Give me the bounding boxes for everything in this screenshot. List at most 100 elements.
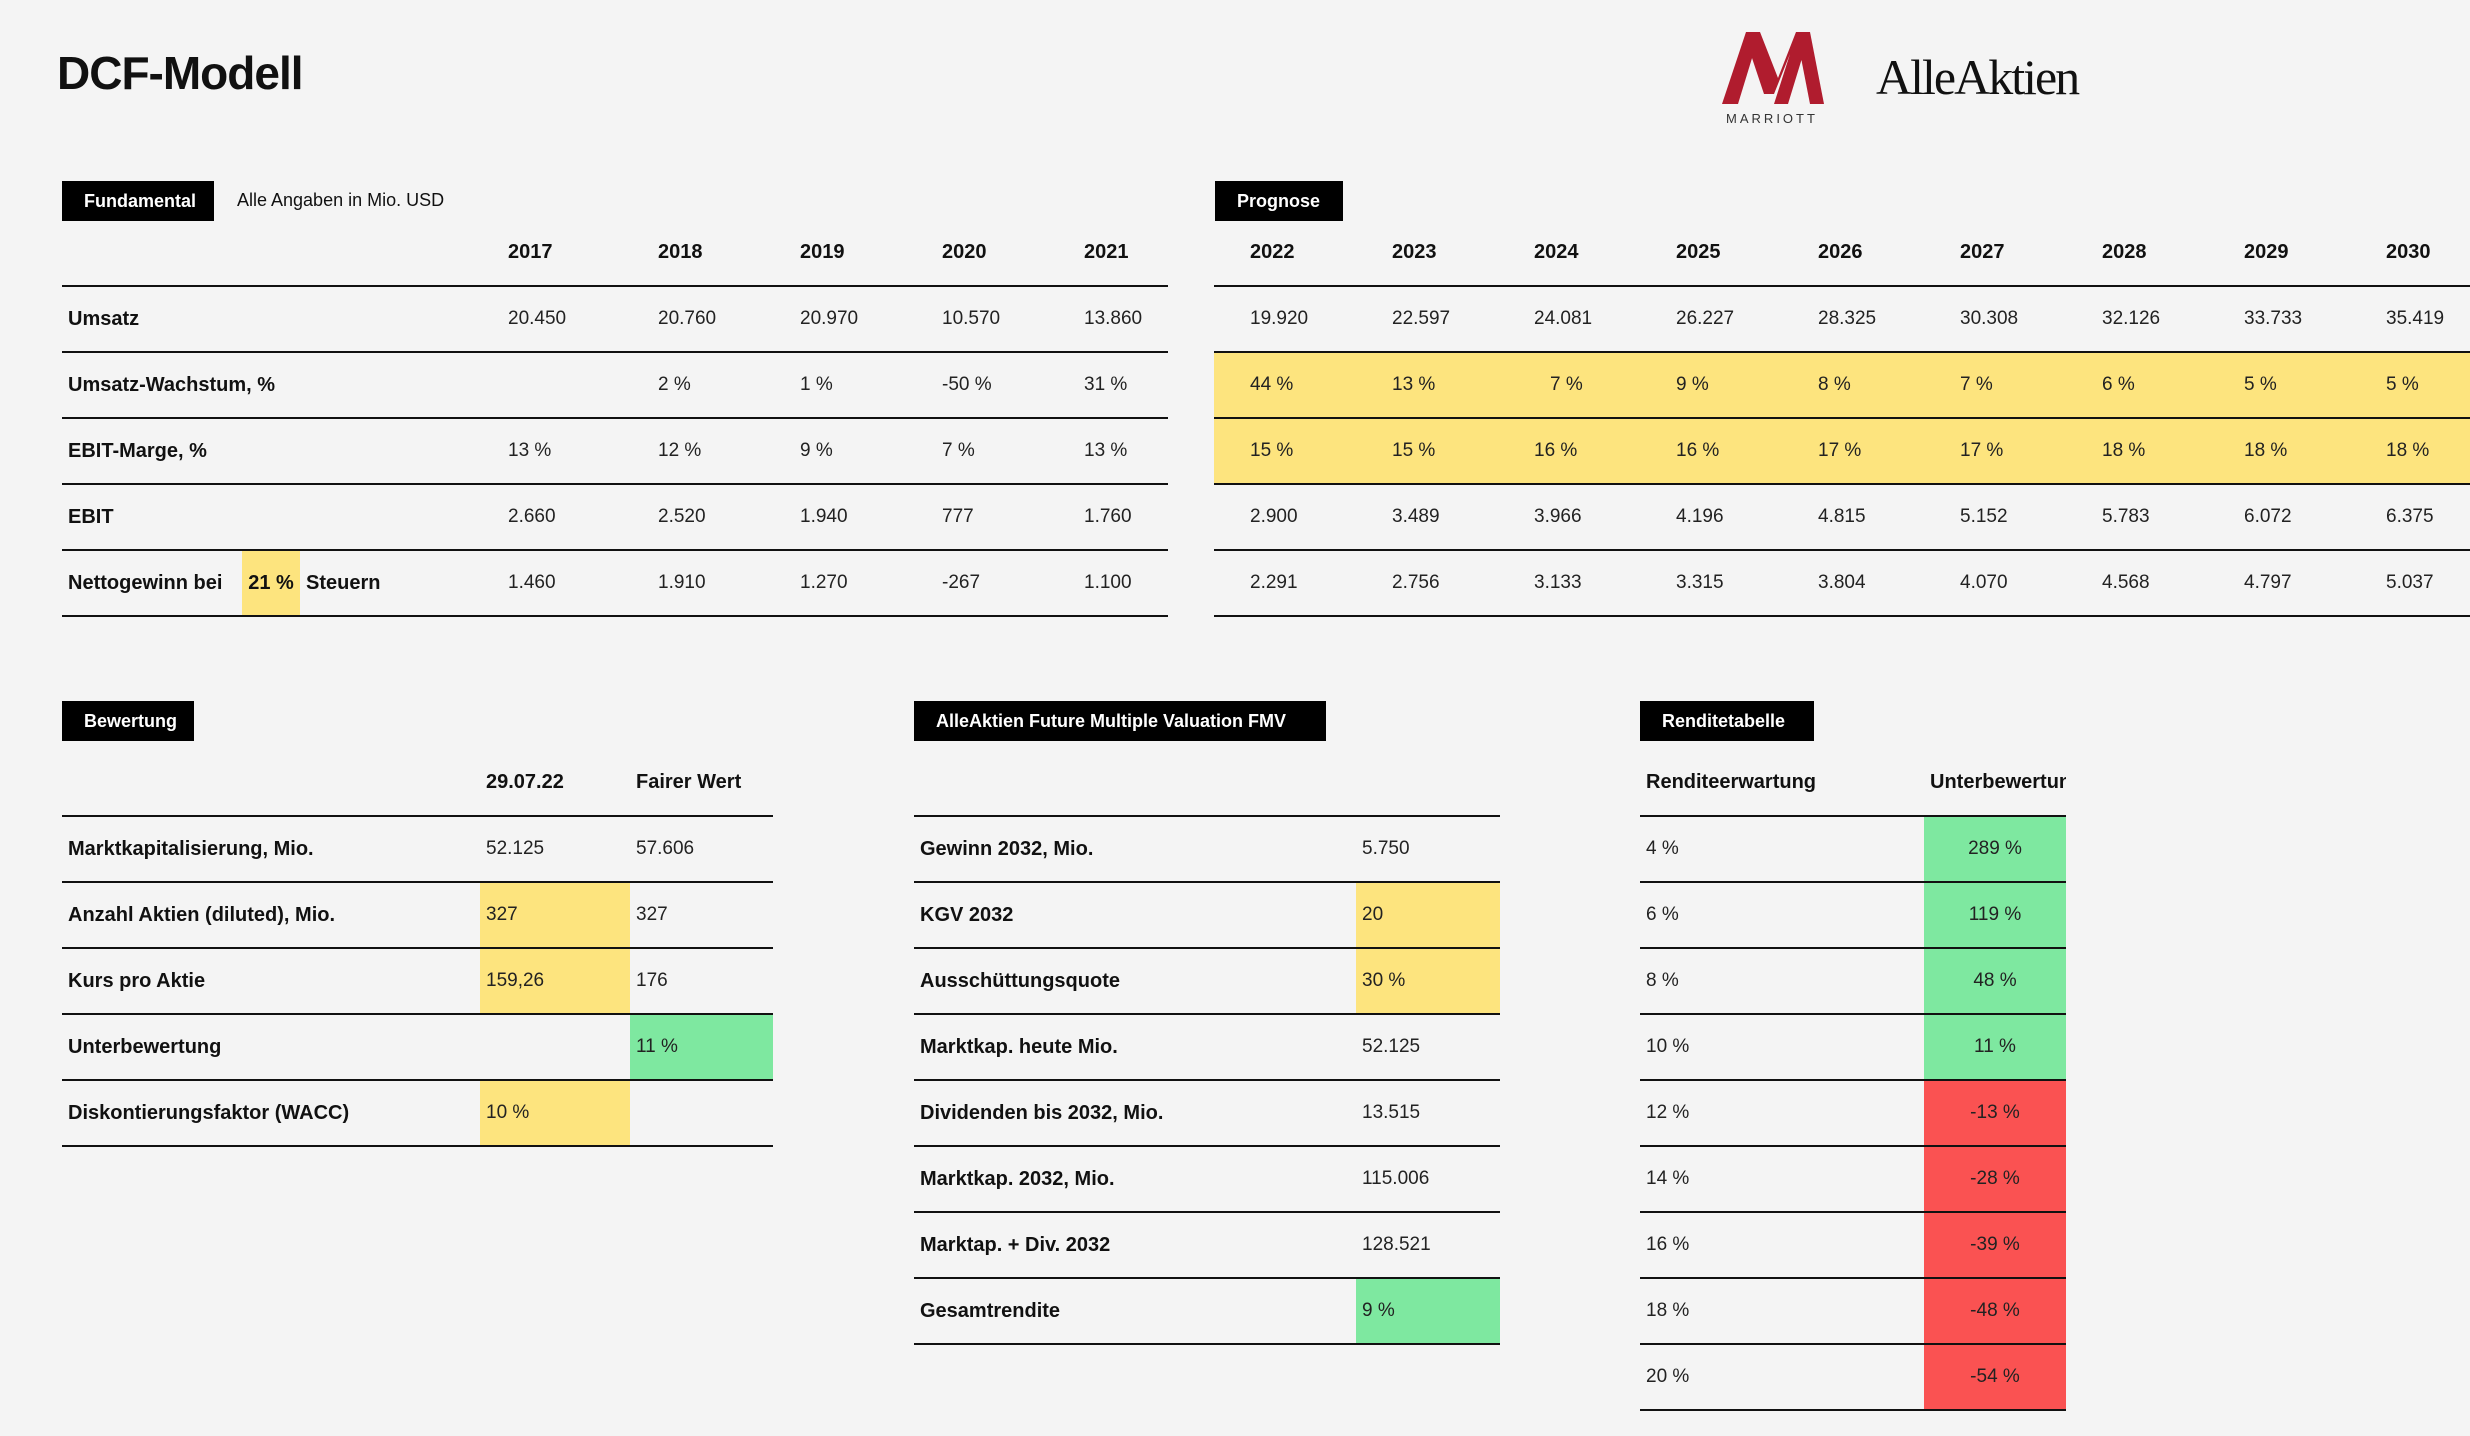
- input-cell[interactable]: 8 %: [1812, 352, 1954, 419]
- input-cell[interactable]: 13 %: [1386, 352, 1528, 419]
- return-cell: 20 %: [1640, 1344, 1924, 1411]
- input-cell[interactable]: 16 %: [1670, 418, 1812, 485]
- table-row: 20 % -54 %: [1640, 1344, 2066, 1411]
- input-cell[interactable]: 159,26: [480, 948, 630, 1015]
- cell: 1.100: [1078, 550, 1168, 617]
- cell: 28.325: [1812, 286, 1954, 353]
- row-label: Kurs pro Aktie: [62, 948, 480, 1015]
- year-header: 2030: [2380, 220, 2470, 287]
- cell: 3.804: [1812, 550, 1954, 617]
- input-cell[interactable]: 6 %: [2096, 352, 2238, 419]
- cell: 1.910: [652, 550, 794, 617]
- return-cell: 4 %: [1640, 816, 1924, 883]
- input-cell[interactable]: 17 %: [1812, 418, 1954, 485]
- cell: 13 %: [1078, 418, 1168, 485]
- undervaluation-cell: -54 %: [1924, 1344, 2066, 1411]
- cell: 5.783: [2096, 484, 2238, 551]
- marriott-logo: MARRIOTT: [1722, 32, 1824, 126]
- cell: 57.606: [630, 816, 773, 883]
- undervaluation-cell: 11 %: [630, 1014, 773, 1081]
- renditetabelle-tag: Renditetabelle: [1640, 701, 1814, 741]
- input-cell[interactable]: 44 %: [1244, 352, 1386, 419]
- table-row: EBIT-Marge, % 13 % 12 % 9 % 7 % 13 %: [62, 418, 1168, 485]
- input-cell[interactable]: 15 %: [1244, 418, 1386, 485]
- year-header: 2026: [1812, 220, 1954, 287]
- cell: 777: [936, 484, 1078, 551]
- row-label: KGV 2032: [914, 882, 1356, 949]
- row-label: Gewinn 2032, Mio.: [914, 816, 1356, 883]
- cell: 115.006: [1356, 1146, 1500, 1213]
- input-cell[interactable]: 16 %: [1528, 418, 1670, 485]
- table-row: Umsatz 20.450 20.760 20.970 10.570 13.86…: [62, 286, 1168, 353]
- page-title: DCF-Modell: [57, 47, 304, 99]
- cell: 3.489: [1386, 484, 1528, 551]
- cell: -267: [936, 550, 1078, 617]
- input-cell[interactable]: 18 %: [2238, 418, 2380, 485]
- table-row: Ausschüttungsquote 30 %: [914, 948, 1500, 1015]
- input-cell[interactable]: 9 %: [1670, 352, 1812, 419]
- input-cell[interactable]: 5 %: [2238, 352, 2380, 419]
- cell: 6.072: [2238, 484, 2380, 551]
- cell: 31 %: [1078, 352, 1168, 419]
- cell: 32.126: [2096, 286, 2238, 353]
- cell: 20.450: [502, 286, 652, 353]
- tax-suffix: Steuern: [306, 572, 381, 594]
- expected-return-header: Renditeerwartung: [1640, 750, 1924, 817]
- cell: 3.315: [1670, 550, 1812, 617]
- cell: 2.756: [1386, 550, 1528, 617]
- input-cell[interactable]: 17 %: [1954, 418, 2096, 485]
- cell: 327: [630, 882, 773, 949]
- cell: 35.419: [2380, 286, 2470, 353]
- input-cell[interactable]: 10 %: [480, 1080, 630, 1147]
- input-cell[interactable]: 7 %: [1528, 352, 1670, 419]
- cell: [630, 1080, 773, 1147]
- input-cell[interactable]: 18 %: [2096, 418, 2238, 485]
- cell: -50 %: [936, 352, 1078, 419]
- cell: 6.375: [2380, 484, 2470, 551]
- marriott-logo-text: MARRIOTT: [1726, 111, 1818, 126]
- row-label: Ausschüttungsquote: [914, 948, 1356, 1015]
- table-row: 14 % -28 %: [1640, 1146, 2066, 1213]
- undervaluation-cell: 289 %: [1924, 816, 2066, 883]
- fmv-tag: AlleAktien Future Multiple Valuation FMV: [914, 701, 1326, 741]
- cell: [480, 1014, 630, 1081]
- input-cell[interactable]: 5 %: [2380, 352, 2470, 419]
- table-row: Marktkapitalisierung, Mio. 52.125 57.606: [62, 816, 773, 883]
- input-cell[interactable]: 327: [480, 882, 630, 949]
- cell: 4.568: [2096, 550, 2238, 617]
- cell: 19.920: [1244, 286, 1386, 353]
- cell: 128.521: [1356, 1212, 1500, 1279]
- year-header: 2025: [1670, 220, 1812, 287]
- rendite-table: Renditeerwartung Unterbewertung 4 % 289 …: [1640, 750, 2066, 1411]
- tax-rate-input[interactable]: 21 %: [242, 551, 300, 614]
- row-label: Anzahl Aktien (diluted), Mio.: [62, 882, 480, 949]
- fundamental-table: 2017 2018 2019 2020 2021 Umsatz 20.450 2…: [62, 220, 1168, 617]
- input-cell[interactable]: 18 %: [2380, 418, 2470, 485]
- input-cell[interactable]: 20: [1356, 882, 1500, 949]
- year-header: 2024: [1528, 220, 1670, 287]
- bewertung-tag: Bewertung: [62, 701, 194, 741]
- cell: 1.460: [502, 550, 652, 617]
- table-row: Diskontierungsfaktor (WACC) 10 %: [62, 1080, 773, 1147]
- cell: 26.227: [1670, 286, 1812, 353]
- cell: 20.760: [652, 286, 794, 353]
- table-row: Marktkap. 2032, Mio. 115.006: [914, 1146, 1500, 1213]
- undervaluation-cell: -48 %: [1924, 1278, 2066, 1345]
- cell: 12 %: [652, 418, 794, 485]
- row-label: Dividenden bis 2032, Mio.: [914, 1080, 1356, 1147]
- table-row: KGV 2032 20: [914, 882, 1500, 949]
- prognose-tag: Prognose: [1215, 181, 1343, 221]
- input-cell[interactable]: 7 %: [1954, 352, 2096, 419]
- return-cell: 6 %: [1640, 882, 1924, 949]
- cell: 20.970: [794, 286, 936, 353]
- row-label: Nettogewinn bei 21 % Steuern: [62, 550, 502, 617]
- table-row: 19.920 22.597 24.081 26.227 28.325 30.30…: [1214, 286, 2470, 353]
- return-cell: 14 %: [1640, 1146, 1924, 1213]
- input-cell[interactable]: 30 %: [1356, 948, 1500, 1015]
- year-header: 2027: [1954, 220, 2096, 287]
- cell: 4.797: [2238, 550, 2380, 617]
- net-income-label: Nettogewinn bei: [68, 572, 223, 594]
- table-row: 2.900 3.489 3.966 4.196 4.815 5.152 5.78…: [1214, 484, 2470, 551]
- input-cell[interactable]: 15 %: [1386, 418, 1528, 485]
- row-label: Marktap. + Div. 2032: [914, 1212, 1356, 1279]
